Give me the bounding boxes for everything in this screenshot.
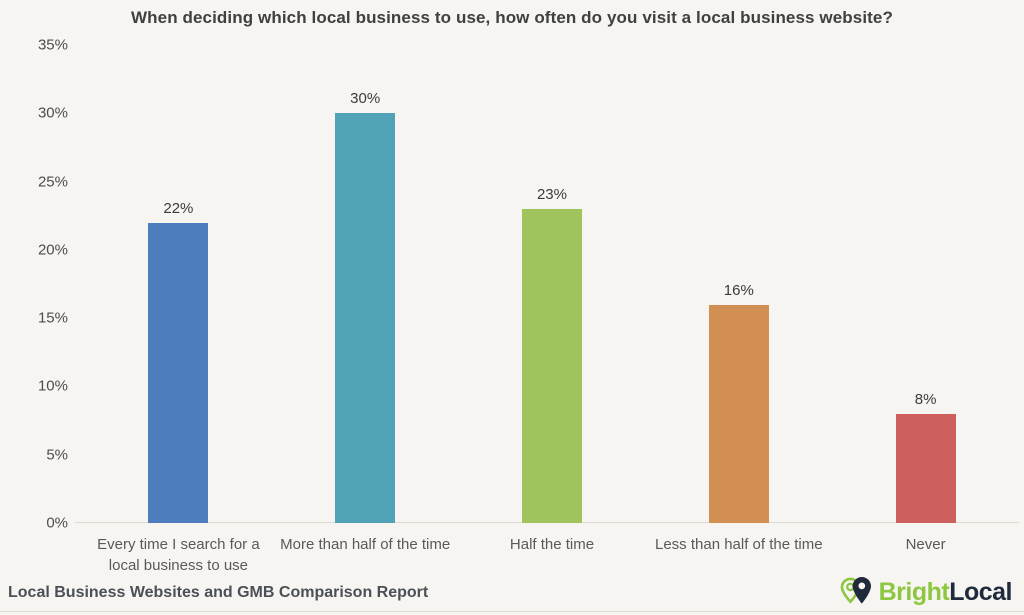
bottom-divider [0,611,1024,612]
x-category-label-text: Half the time [509,536,595,553]
y-tick-label: 30% [37,104,68,122]
y-axis: 0% 5% 10% 15% 20% 25% 30% 35% [0,38,68,531]
chart-title: When deciding which local business to us… [131,8,893,27]
y-tick-label: 5% [46,446,68,464]
report-title: Local Business Websites and GMB Comparis… [8,584,429,601]
bar [335,113,396,523]
bar [708,304,769,523]
bar-column: 23% [459,45,646,523]
x-category-label-text: Every time I search for a local business… [97,536,260,574]
x-category-label-text: Never [905,536,946,553]
y-tick-label: 20% [37,241,68,259]
x-category-label: Half the time [459,534,646,576]
bar-column: 22% [85,45,272,523]
x-category-label-text: Less than half of the time [654,536,823,553]
plot-area: 22% 30% 23% 16% 8% [85,45,1019,523]
bar-column: 30% [272,45,459,523]
bar-value-label: 23% [536,185,567,203]
y-tick-label: 10% [37,377,68,395]
y-tick-label: 35% [37,36,68,54]
x-category-label: Less than half of the time [645,534,832,576]
bar [148,222,209,523]
bar-value-label: 30% [350,90,381,108]
y-tick-label: 25% [37,173,68,191]
x-category-label: More than half of the time [272,534,459,576]
brand-name-bright: Bright [878,578,950,606]
brand-name-local: Local [949,578,1012,606]
map-pin-icon [839,575,879,609]
bar-value-label: 16% [723,281,754,299]
bar-value-label: 22% [163,199,194,217]
brand-logo: BrightLocal [839,574,1012,610]
bar-column: 8% [832,45,1019,523]
x-axis-labels: Every time I search for a local business… [85,534,1019,576]
x-category-label-text: More than half of the time [280,536,451,553]
y-tick-label: 15% [37,309,68,327]
x-category-label: Never [832,534,1019,576]
bar-column: 16% [645,45,832,523]
brand-name: BrightLocal [878,574,1013,610]
x-category-label: Every time I search for a local business… [85,534,272,576]
y-tick-label: 0% [46,514,68,532]
bar [895,413,956,523]
bar [521,208,582,523]
bar-value-label: 8% [914,390,937,408]
